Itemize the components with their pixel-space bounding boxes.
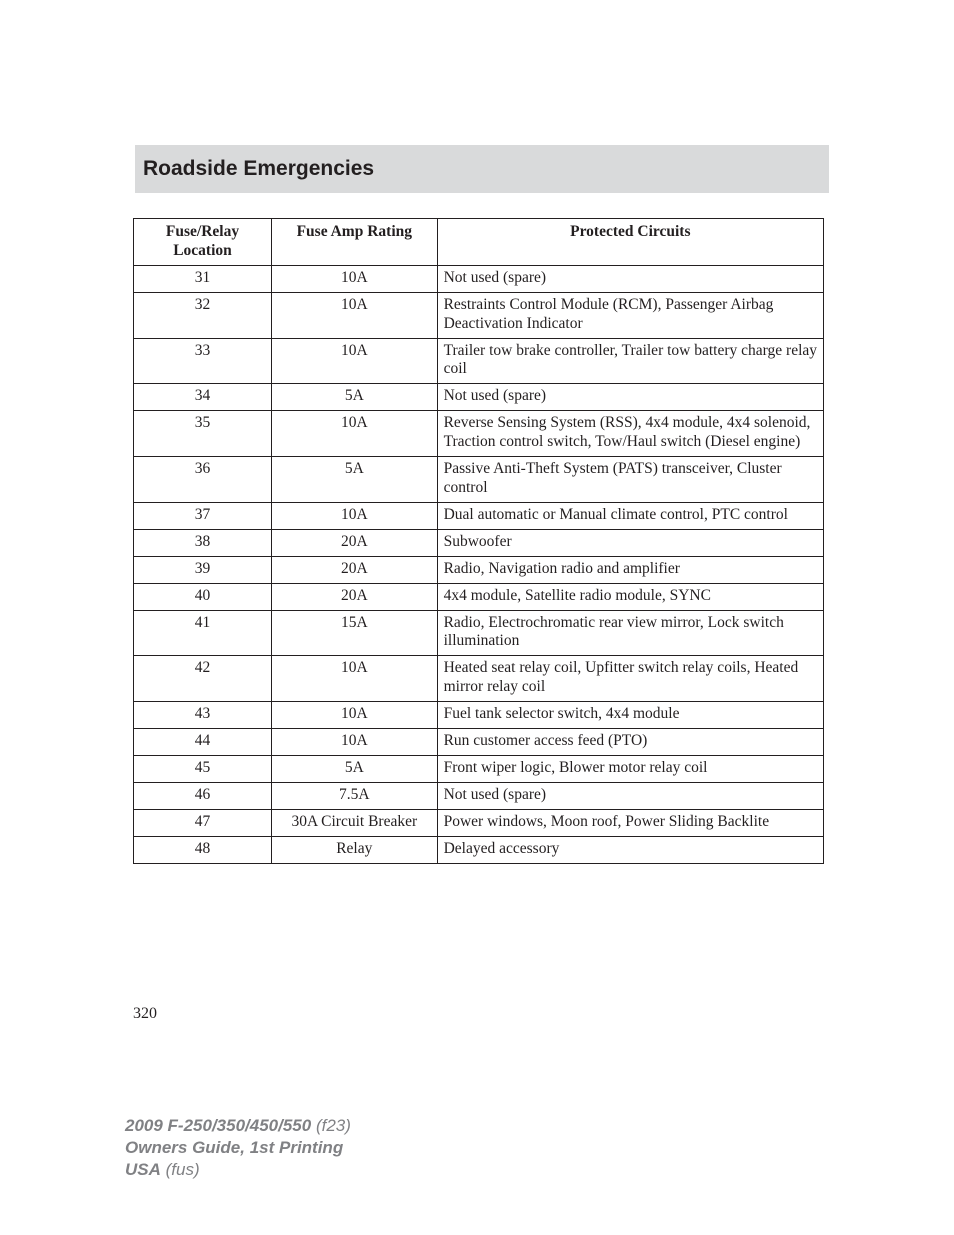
table-row: 3110ANot used (spare) — [134, 265, 824, 292]
cell-location: 42 — [134, 656, 272, 702]
cell-location: 33 — [134, 338, 272, 384]
cell-amp: 20A — [272, 556, 438, 583]
footer-line-2: Owners Guide, 1st Printing — [125, 1137, 351, 1159]
cell-amp: Relay — [272, 836, 438, 863]
cell-circuits: Power windows, Moon roof, Power Sliding … — [437, 809, 823, 836]
cell-amp: 20A — [272, 529, 438, 556]
footer-line-1: 2009 F-250/350/450/550 (f23) — [125, 1115, 351, 1137]
cell-circuits: Restraints Control Module (RCM), Passeng… — [437, 292, 823, 338]
cell-location: 39 — [134, 556, 272, 583]
cell-amp: 10A — [272, 656, 438, 702]
table-header-row: Fuse/Relay Location Fuse Amp Rating Prot… — [134, 219, 824, 266]
cell-circuits: Trailer tow brake controller, Trailer to… — [437, 338, 823, 384]
cell-location: 46 — [134, 782, 272, 809]
cell-circuits: Radio, Electrochromatic rear view mirror… — [437, 610, 823, 656]
cell-location: 41 — [134, 610, 272, 656]
cell-amp: 10A — [272, 292, 438, 338]
cell-location: 44 — [134, 729, 272, 756]
cell-circuits: Not used (spare) — [437, 782, 823, 809]
cell-location: 35 — [134, 411, 272, 457]
cell-amp: 30A Circuit Breaker — [272, 809, 438, 836]
table-row: 455AFront wiper logic, Blower motor rela… — [134, 755, 824, 782]
cell-circuits: Not used (spare) — [437, 265, 823, 292]
cell-circuits: Passive Anti-Theft System (PATS) transce… — [437, 457, 823, 503]
table-row: 4020A4x4 module, Satellite radio module,… — [134, 583, 824, 610]
cell-amp: 10A — [272, 729, 438, 756]
table-row: 4410ARun customer access feed (PTO) — [134, 729, 824, 756]
fuse-table: Fuse/Relay Location Fuse Amp Rating Prot… — [133, 218, 824, 864]
footer-region: USA — [125, 1160, 161, 1179]
cell-location: 45 — [134, 755, 272, 782]
col-header-location: Fuse/Relay Location — [134, 219, 272, 266]
section-title: Roadside Emergencies — [125, 157, 374, 181]
cell-location: 36 — [134, 457, 272, 503]
cell-circuits: Reverse Sensing System (RSS), 4x4 module… — [437, 411, 823, 457]
cell-location: 34 — [134, 384, 272, 411]
footer-code1: (f23) — [311, 1116, 351, 1135]
footer-block: 2009 F-250/350/450/550 (f23) Owners Guid… — [125, 1115, 351, 1180]
cell-location: 32 — [134, 292, 272, 338]
cell-amp: 10A — [272, 702, 438, 729]
cell-circuits: Radio, Navigation radio and amplifier — [437, 556, 823, 583]
page-number: 320 — [133, 1005, 157, 1023]
cell-circuits: Delayed accessory — [437, 836, 823, 863]
cell-circuits: Subwoofer — [437, 529, 823, 556]
footer-model: 2009 F-250/350/450/550 — [125, 1116, 311, 1135]
cell-amp: 5A — [272, 457, 438, 503]
col-header-amp: Fuse Amp Rating — [272, 219, 438, 266]
table-row: 3820ASubwoofer — [134, 529, 824, 556]
cell-amp: 10A — [272, 338, 438, 384]
cell-location: 38 — [134, 529, 272, 556]
cell-circuits: Not used (spare) — [437, 384, 823, 411]
cell-amp: 7.5A — [272, 782, 438, 809]
cell-amp: 5A — [272, 384, 438, 411]
table-row: 3710ADual automatic or Manual climate co… — [134, 502, 824, 529]
cell-circuits: Front wiper logic, Blower motor relay co… — [437, 755, 823, 782]
table-row: 365APassive Anti-Theft System (PATS) tra… — [134, 457, 824, 503]
table-row: 3510AReverse Sensing System (RSS), 4x4 m… — [134, 411, 824, 457]
table-row: 4210AHeated seat relay coil, Upfitter sw… — [134, 656, 824, 702]
footer-line-3: USA (fus) — [125, 1159, 351, 1181]
cell-location: 48 — [134, 836, 272, 863]
cell-amp: 10A — [272, 411, 438, 457]
cell-amp: 10A — [272, 502, 438, 529]
table-row: 3920ARadio, Navigation radio and amplifi… — [134, 556, 824, 583]
fuse-table-container: Fuse/Relay Location Fuse Amp Rating Prot… — [133, 218, 824, 864]
table-row: 3210ARestraints Control Module (RCM), Pa… — [134, 292, 824, 338]
header-inset-notch — [125, 145, 135, 193]
table-row: 4115ARadio, Electrochromatic rear view m… — [134, 610, 824, 656]
cell-circuits: Dual automatic or Manual climate control… — [437, 502, 823, 529]
cell-circuits: Fuel tank selector switch, 4x4 module — [437, 702, 823, 729]
section-header-band: Roadside Emergencies — [125, 145, 829, 193]
table-row: 4310AFuel tank selector switch, 4x4 modu… — [134, 702, 824, 729]
table-row: 467.5ANot used (spare) — [134, 782, 824, 809]
cell-location: 43 — [134, 702, 272, 729]
table-row: 345ANot used (spare) — [134, 384, 824, 411]
cell-circuits: Heated seat relay coil, Upfitter switch … — [437, 656, 823, 702]
cell-circuits: Run customer access feed (PTO) — [437, 729, 823, 756]
table-body: 3110ANot used (spare) 3210ARestraints Co… — [134, 265, 824, 863]
cell-amp: 10A — [272, 265, 438, 292]
cell-amp: 15A — [272, 610, 438, 656]
table-row: 3310ATrailer tow brake controller, Trail… — [134, 338, 824, 384]
table-row: 4730A Circuit BreakerPower windows, Moon… — [134, 809, 824, 836]
cell-amp: 5A — [272, 755, 438, 782]
cell-circuits: 4x4 module, Satellite radio module, SYNC — [437, 583, 823, 610]
cell-location: 37 — [134, 502, 272, 529]
cell-location: 47 — [134, 809, 272, 836]
footer-code2: (fus) — [161, 1160, 200, 1179]
cell-location: 31 — [134, 265, 272, 292]
table-row: 48RelayDelayed accessory — [134, 836, 824, 863]
cell-location: 40 — [134, 583, 272, 610]
col-header-circuits: Protected Circuits — [437, 219, 823, 266]
cell-amp: 20A — [272, 583, 438, 610]
